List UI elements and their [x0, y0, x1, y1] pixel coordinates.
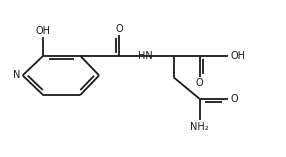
- Text: NH₂: NH₂: [190, 122, 209, 132]
- Text: HN: HN: [138, 51, 153, 61]
- Text: O: O: [196, 78, 203, 89]
- Text: O: O: [230, 94, 238, 104]
- Text: O: O: [115, 24, 123, 34]
- Text: N: N: [13, 70, 20, 80]
- Text: OH: OH: [36, 26, 51, 36]
- Text: OH: OH: [230, 51, 245, 61]
